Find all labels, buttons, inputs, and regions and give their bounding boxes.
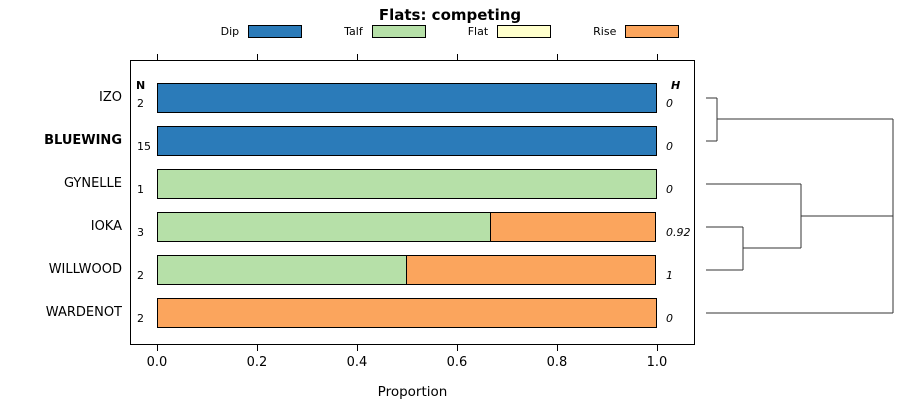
x-tick-top	[257, 54, 258, 60]
row-label-wardenot: WARDENOT	[45, 305, 122, 320]
legend-swatch-dip	[248, 25, 303, 38]
bar-willwood	[157, 255, 657, 285]
legend-label-talf: Talf	[344, 25, 363, 38]
h-value-willwood: 1	[666, 269, 673, 282]
legend-label-rise: Rise	[593, 25, 617, 38]
n-value-willwood: 2	[137, 269, 144, 282]
legend-swatch-rise	[625, 25, 680, 38]
plot-area	[130, 60, 695, 345]
bar-segment-dip	[157, 83, 657, 113]
bar-segment-talf	[157, 169, 657, 199]
bar-gynelle	[157, 169, 657, 199]
x-tick-bottom	[157, 345, 158, 351]
h-value-ioka: 0.92	[666, 226, 691, 239]
legend-item-talf: Talf	[344, 25, 426, 38]
legend-item-flat: Flat	[467, 25, 552, 38]
x-tick-top	[557, 54, 558, 60]
x-tick-bottom	[257, 345, 258, 351]
bar-segment-dip	[157, 126, 657, 156]
x-tick-top	[457, 54, 458, 60]
bar-segment-rise	[157, 298, 657, 328]
row-label-gynelle: GYNELLE	[63, 176, 122, 191]
x-tick-bottom	[457, 345, 458, 351]
n-value-ioka: 3	[137, 226, 144, 239]
x-tick-bottom	[657, 345, 658, 351]
legend-item-dip: Dip	[221, 25, 303, 38]
column-header-h: H	[671, 79, 681, 92]
x-tick-label: 0.0	[146, 355, 168, 370]
legend-swatch-talf	[371, 25, 426, 38]
h-value-bluewing: 0	[666, 140, 673, 153]
row-label-izo: IZO	[99, 90, 122, 105]
legend-item-rise: Rise	[593, 25, 680, 38]
legend-label-dip: Dip	[220, 25, 240, 38]
x-tick-label: 0.8	[546, 355, 568, 370]
n-value-bluewing: 15	[137, 140, 151, 153]
h-value-gynelle: 0	[666, 183, 673, 196]
bar-segment-rise	[489, 212, 656, 242]
x-axis-label: Proportion	[377, 384, 448, 400]
x-tick-label: 0.4	[346, 355, 368, 370]
x-tick-bottom	[557, 345, 558, 351]
n-value-izo: 2	[137, 97, 144, 110]
legend-swatch-flat	[497, 25, 552, 38]
column-header-n: N	[136, 79, 146, 92]
h-value-izo: 0	[666, 97, 673, 110]
row-label-willwood: WILLWOOD	[48, 262, 122, 277]
legend-label-flat: Flat	[467, 25, 489, 38]
h-value-wardenot: 0	[666, 312, 673, 325]
x-tick-top	[657, 54, 658, 60]
x-tick-top	[157, 54, 158, 60]
x-tick-top	[357, 54, 358, 60]
x-tick-label: 1.0	[646, 355, 668, 370]
bar-wardenot	[157, 298, 657, 328]
row-label-ioka: IOKA	[90, 219, 122, 234]
x-tick-label: 0.2	[246, 355, 268, 370]
bar-bluewing	[157, 126, 657, 156]
row-label-bluewing: BLUEWING	[44, 133, 122, 148]
n-value-gynelle: 1	[137, 183, 144, 196]
x-tick-label: 0.6	[446, 355, 468, 370]
bar-ioka	[157, 212, 657, 242]
legend: Dip Talf Flat Rise	[0, 25, 900, 38]
bar-segment-talf	[157, 255, 407, 285]
bar-segment-talf	[157, 212, 491, 242]
bar-izo	[157, 83, 657, 113]
chart-title: Flats: competing	[378, 6, 522, 24]
n-value-wardenot: 2	[137, 312, 144, 325]
bar-segment-rise	[406, 255, 656, 285]
x-tick-bottom	[357, 345, 358, 351]
